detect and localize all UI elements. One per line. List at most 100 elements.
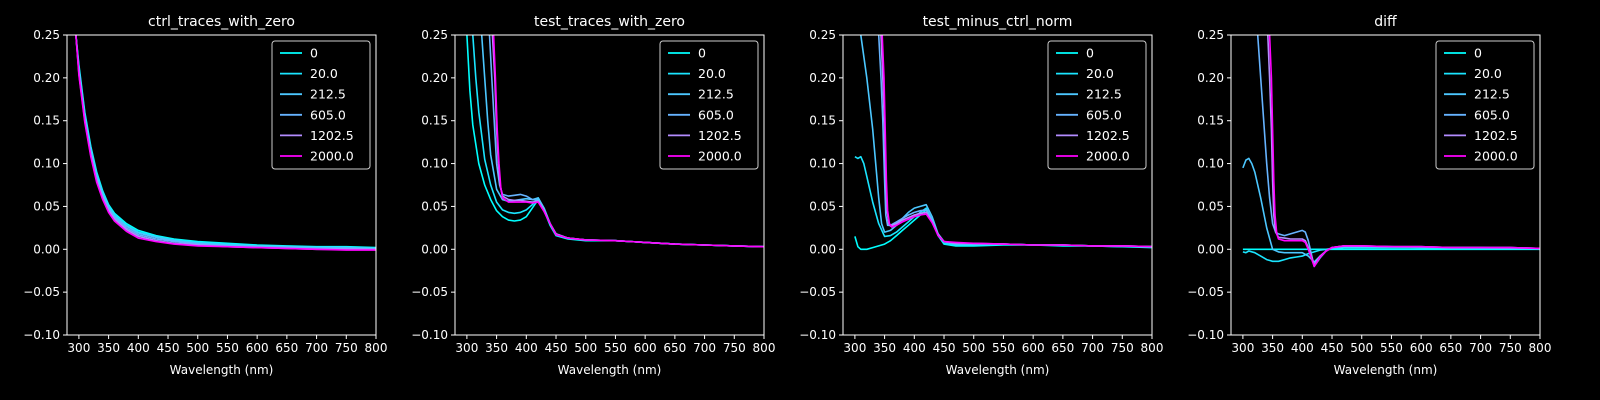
legend-label: 605.0: [1086, 107, 1122, 122]
legend-label: 2000.0: [310, 149, 354, 164]
x-tick-label: 550: [216, 341, 239, 355]
y-tick-label: −0.10: [411, 328, 448, 342]
y-tick-label: 0.15: [809, 114, 836, 128]
legend-label: 212.5: [1086, 87, 1122, 102]
legend: 0 20.0 212.5 605.0 1202.5 2000.0: [271, 40, 371, 170]
legend-label: 0: [1474, 46, 1482, 61]
y-tick-label: 0.00: [421, 242, 448, 256]
x-tick-label: 300: [67, 341, 90, 355]
x-tick-label: 450: [1321, 341, 1344, 355]
x-axis-label: Wavelength (nm): [558, 363, 662, 377]
legend-label: 20.0: [1086, 66, 1114, 81]
y-tick-label: −0.05: [411, 285, 448, 299]
series-group: [466, 35, 764, 248]
series-line-2000.0: [881, 35, 1152, 248]
legend-label: 0: [1086, 46, 1094, 61]
plot-frame: [842, 34, 1153, 336]
x-tick-label: 400: [903, 341, 926, 355]
x-tick-label: 800: [1529, 341, 1552, 355]
legend-label: 605.0: [1474, 107, 1510, 122]
y-tick-label: 0.10: [1197, 157, 1224, 171]
plot-frame: [1230, 34, 1541, 336]
y-tick-label: 0.15: [421, 114, 448, 128]
plot-frame: [66, 34, 377, 336]
y-tick-label: 0.05: [1197, 199, 1224, 213]
x-tick-label: 800: [1141, 341, 1164, 355]
x-tick-label: 750: [723, 341, 746, 355]
legend-label: 0: [310, 46, 318, 61]
x-axis-label: Wavelength (nm): [946, 363, 1050, 377]
series-group: [854, 35, 1152, 251]
y-tick-label: 0.20: [1197, 71, 1224, 85]
x-tick-label: 300: [843, 341, 866, 355]
y-tick-label: 0.15: [33, 114, 60, 128]
x-tick-label: 600: [1022, 341, 1045, 355]
x-tick-label: 700: [305, 341, 328, 355]
y-tick-label: −0.10: [1187, 328, 1224, 342]
x-tick-label: 400: [127, 341, 150, 355]
x-tick-label: 350: [873, 341, 896, 355]
y-tick-label: 0.10: [421, 157, 448, 171]
series-group: [1242, 35, 1540, 268]
x-tick-label: 350: [1261, 341, 1284, 355]
y-tick-label: 0.20: [33, 71, 60, 85]
legend-label: 605.0: [698, 107, 734, 122]
legend-label: 2000.0: [1086, 149, 1130, 164]
series-group: [75, 35, 376, 251]
chart-title: test_traces_with_zero: [534, 14, 685, 30]
legend-label: 212.5: [698, 87, 734, 102]
legend-label: 212.5: [310, 87, 346, 102]
chart-title: ctrl_traces_with_zero: [148, 14, 295, 30]
y-tick-label: 0.15: [1197, 114, 1224, 128]
plot-frame: [454, 34, 765, 336]
y-tick-label: 0.25: [421, 28, 448, 42]
y-tick-label: 0.20: [809, 71, 836, 85]
legend: 0 20.0 212.5 605.0 1202.5 2000.0: [659, 40, 759, 170]
x-tick-label: 650: [1439, 341, 1462, 355]
x-tick-label: 300: [1231, 341, 1254, 355]
legend-label: 1202.5: [698, 128, 742, 143]
x-tick-label: 450: [545, 341, 568, 355]
series-line-2000.0: [1268, 35, 1540, 268]
chart-panel-1: 300 350 400 450 500 550 600 650 700 750 800 −0.10 −0…: [23, 14, 387, 377]
x-axis-label: Wavelength (nm): [1334, 363, 1438, 377]
y-tick-label: 0.25: [809, 28, 836, 42]
legend-label: 20.0: [1474, 66, 1502, 81]
legend-label: 2000.0: [698, 149, 742, 164]
x-tick-label: 750: [1499, 341, 1522, 355]
y-tick-label: 0.10: [809, 157, 836, 171]
x-tick-label: 450: [157, 341, 180, 355]
legend-label: 212.5: [1474, 87, 1510, 102]
x-tick-label: 500: [1350, 341, 1373, 355]
x-tick-label: 600: [634, 341, 657, 355]
x-tick-label: 700: [1081, 341, 1104, 355]
x-tick-label: 650: [275, 341, 298, 355]
chart-title: test_minus_ctrl_norm: [923, 14, 1073, 30]
legend-label: 605.0: [310, 107, 346, 122]
y-tick-label: 0.00: [33, 242, 60, 256]
y-tick-label: 0.25: [1197, 28, 1224, 42]
y-tick-label: 0.05: [33, 199, 60, 213]
x-tick-label: 750: [335, 341, 358, 355]
x-tick-label: 500: [574, 341, 597, 355]
y-tick-label: −0.05: [799, 285, 836, 299]
chart-panel-3: 300 350 400 450 500 550 600 650 700 750 800 −0.10 −0…: [799, 14, 1163, 377]
y-tick-label: −0.05: [1187, 285, 1224, 299]
chart-title: diff: [1374, 14, 1397, 30]
x-tick-label: 600: [1410, 341, 1433, 355]
y-tick-label: 0.00: [1197, 242, 1224, 256]
x-tick-label: 600: [246, 341, 269, 355]
legend-label: 2000.0: [1474, 149, 1518, 164]
x-tick-label: 550: [1380, 341, 1403, 355]
x-tick-label: 350: [485, 341, 508, 355]
x-tick-label: 700: [693, 341, 716, 355]
legend-label: 1202.5: [310, 128, 354, 143]
chart-panel-2: 300 350 400 450 500 550 600 650 700 750 800 −0.10 −0…: [411, 14, 775, 377]
legend-label: 20.0: [698, 66, 726, 81]
y-tick-label: −0.10: [23, 328, 60, 342]
x-tick-label: 650: [663, 341, 686, 355]
y-tick-label: 0.05: [421, 199, 448, 213]
series-line-2000.0: [75, 35, 376, 251]
x-tick-label: 800: [365, 341, 388, 355]
legend: 0 20.0 212.5 605.0 1202.5 2000.0: [1047, 40, 1147, 170]
